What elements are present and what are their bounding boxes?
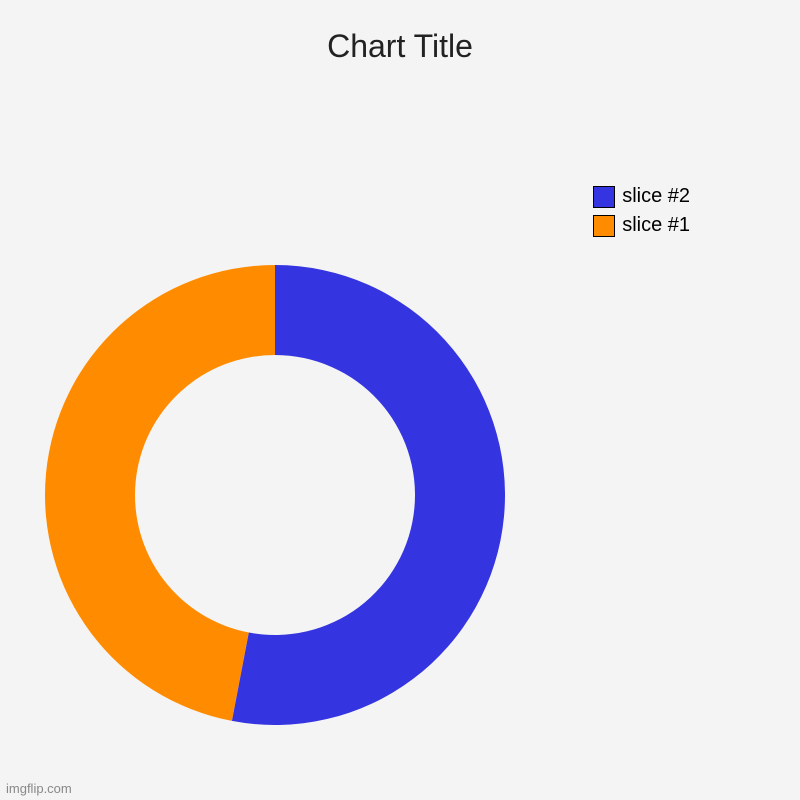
- donut-slice: [45, 265, 275, 721]
- legend-item: slice #1: [593, 214, 690, 237]
- watermark-text: imgflip.com: [6, 781, 72, 796]
- legend-label: slice #2: [622, 185, 690, 208]
- chart-legend: slice #2 slice #1: [593, 185, 690, 243]
- donut-chart: [45, 265, 505, 725]
- chart-title: Chart Title: [0, 0, 800, 65]
- legend-swatch: [593, 186, 615, 208]
- legend-swatch: [593, 215, 615, 237]
- legend-label: slice #1: [622, 214, 690, 237]
- legend-item: slice #2: [593, 185, 690, 208]
